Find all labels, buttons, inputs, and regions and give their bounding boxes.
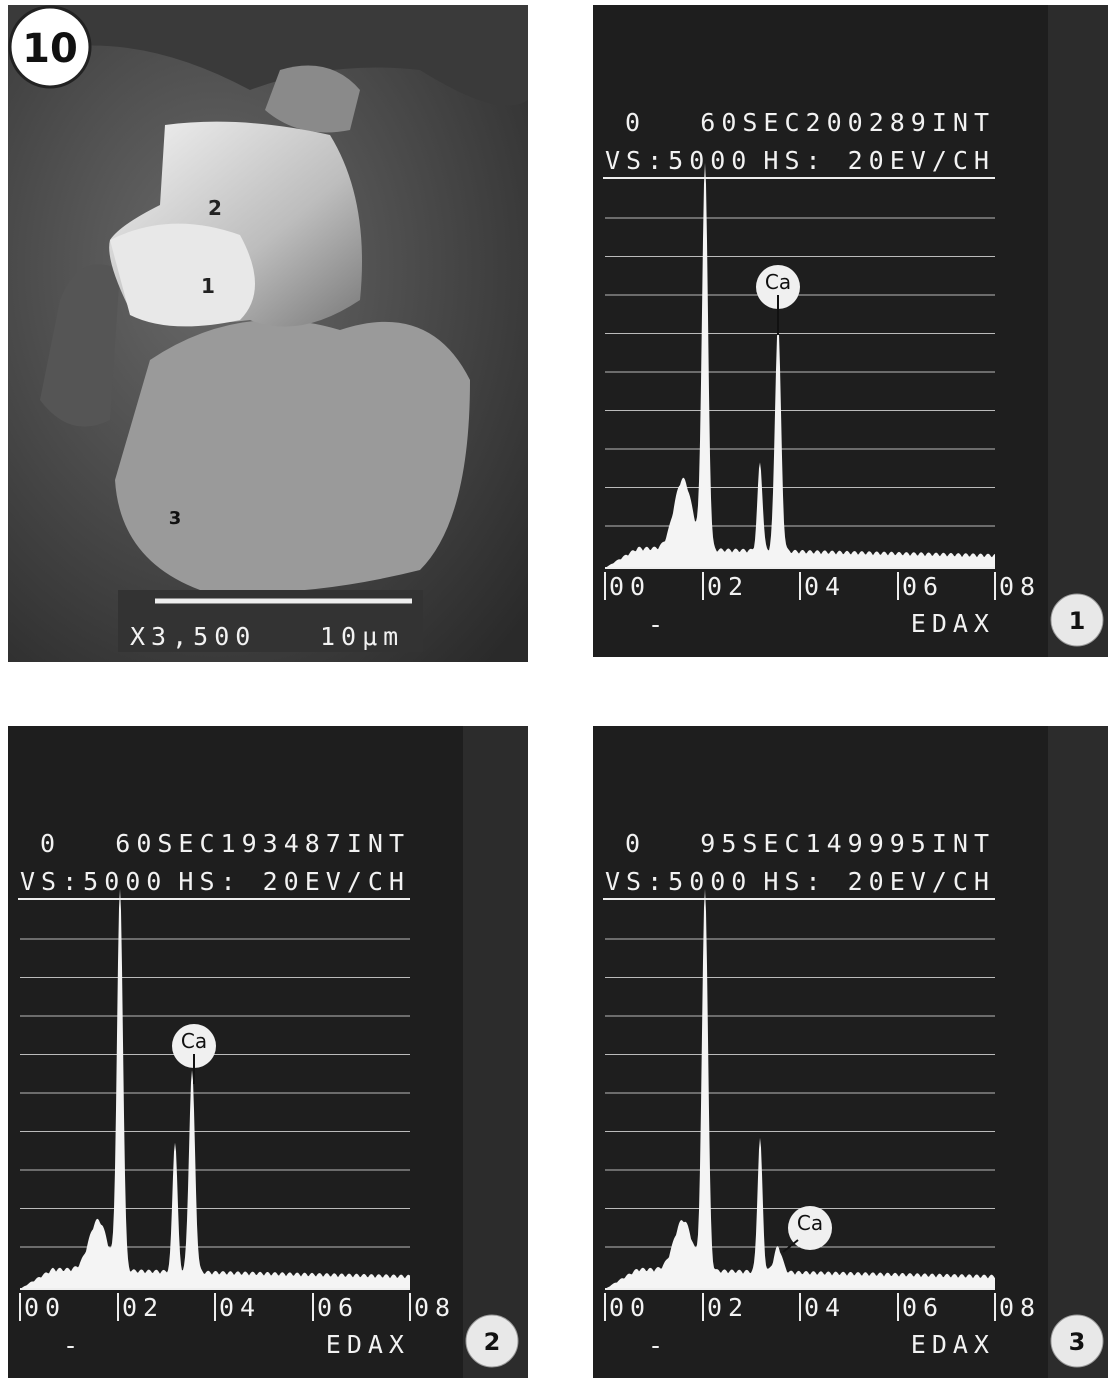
- vertical-scale: VS:5000: [605, 867, 752, 896]
- element-label: Ca: [181, 1029, 207, 1053]
- element-arrow: [782, 1239, 799, 1253]
- element-marker: [172, 1024, 216, 1068]
- element-marker: [756, 265, 800, 309]
- live-time: 0: [40, 829, 61, 858]
- magnification: X3,500: [130, 622, 256, 651]
- side-strip: [1048, 5, 1108, 657]
- minus-sign: -: [648, 1331, 669, 1360]
- point-label: 1: [201, 274, 215, 298]
- x-tick-label: 00: [609, 1293, 651, 1322]
- brand: EDAX: [911, 609, 995, 638]
- x-tick-label: 06: [317, 1293, 359, 1322]
- x-tick-label: 02: [122, 1293, 164, 1322]
- spectrum-panel: 0 60SEC200289INT VS:5000 HS: 20EV/CH 00 02 04 0…: [593, 5, 1108, 657]
- x-tick-label: 08: [999, 572, 1041, 601]
- panel-number: 2: [484, 1328, 501, 1356]
- x-tick-label: 02: [707, 1293, 749, 1322]
- point-label: 2: [208, 196, 222, 220]
- spectrum-header: 60SEC193487INT: [115, 829, 410, 858]
- side-strip: [463, 726, 528, 1378]
- panel-number-badge: [1050, 593, 1104, 647]
- element-label: Ca: [797, 1211, 823, 1235]
- x-tick-label: 00: [24, 1293, 66, 1322]
- x-tick-label: 08: [414, 1293, 456, 1322]
- panel-number: 1: [1069, 607, 1086, 635]
- x-tick-label: 06: [902, 572, 944, 601]
- brand: EDAX: [326, 1330, 410, 1359]
- spectrum-panel: 0 95SEC149995INT VS:5000 HS: 20EV/CH 00 02 04 0…: [593, 726, 1108, 1378]
- minus-sign: -: [648, 610, 669, 639]
- spectrum: [605, 889, 995, 1289]
- element-marker: [788, 1206, 832, 1250]
- spectrum-header: 95SEC149995INT: [700, 829, 995, 858]
- spectrum-header: 60SEC200289INT: [700, 108, 995, 137]
- point-label: 3: [169, 508, 182, 529]
- element-label: Ca: [765, 270, 791, 294]
- minus-sign: -: [63, 1331, 84, 1360]
- side-strip: [1048, 726, 1108, 1378]
- x-tick-label: 04: [804, 1293, 846, 1322]
- x-tick-label: 08: [999, 1293, 1041, 1322]
- brand: EDAX: [911, 1330, 995, 1359]
- panel-number: 3: [1069, 1328, 1086, 1356]
- panel-number-badge: [465, 1314, 519, 1368]
- spectrum: [20, 888, 410, 1289]
- x-tick-label: 02: [707, 572, 749, 601]
- horizontal-scale: HS: 20EV/CH: [763, 146, 995, 175]
- live-time: 0: [625, 108, 646, 137]
- scale-bar-label: 10μm: [320, 622, 404, 651]
- x-tick-label: 00: [609, 572, 651, 601]
- x-tick-label: 06: [902, 1293, 944, 1322]
- horizontal-scale: HS: 20EV/CH: [178, 867, 410, 896]
- spectrum: [605, 162, 995, 568]
- horizontal-scale: HS: 20EV/CH: [763, 867, 995, 896]
- sem-image: 2 1 3 10 X3,500 10μm: [8, 5, 528, 662]
- x-tick-label: 04: [804, 572, 846, 601]
- vertical-scale: VS:5000: [605, 146, 752, 175]
- figure-number: 10: [22, 26, 78, 72]
- panel-number-badge: [1050, 1314, 1104, 1368]
- x-tick-label: 04: [219, 1293, 261, 1322]
- live-time: 0: [625, 829, 646, 858]
- vertical-scale: VS:5000: [20, 867, 167, 896]
- spectrum-panel: 0 60SEC193487INT VS:5000 HS: 20EV/CH 00 02 04 0…: [8, 726, 528, 1378]
